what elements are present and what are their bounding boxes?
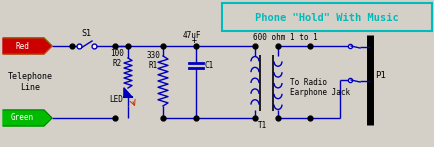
Text: Phone "Hold" With Music: Phone "Hold" With Music	[254, 13, 398, 23]
Text: Green: Green	[10, 113, 33, 122]
Text: To Radio
Earphone Jack: To Radio Earphone Jack	[289, 78, 349, 97]
Text: 47uF: 47uF	[182, 31, 201, 40]
Text: Telephone
Line: Telephone Line	[7, 72, 53, 92]
Text: T1: T1	[258, 121, 267, 130]
Text: P1: P1	[374, 71, 385, 80]
Text: 330
R1: 330 R1	[146, 51, 160, 70]
Text: 600 ohm 1 to 1: 600 ohm 1 to 1	[253, 33, 317, 42]
Text: Red: Red	[15, 41, 29, 51]
Text: C1: C1	[204, 61, 214, 70]
Polygon shape	[3, 110, 52, 126]
Text: +: +	[191, 36, 197, 45]
Text: LED: LED	[109, 95, 123, 104]
Text: 100
R2: 100 R2	[110, 49, 124, 68]
Text: S1: S1	[81, 29, 91, 38]
Polygon shape	[124, 88, 132, 97]
Bar	[221, 3, 431, 31]
Polygon shape	[3, 38, 52, 54]
